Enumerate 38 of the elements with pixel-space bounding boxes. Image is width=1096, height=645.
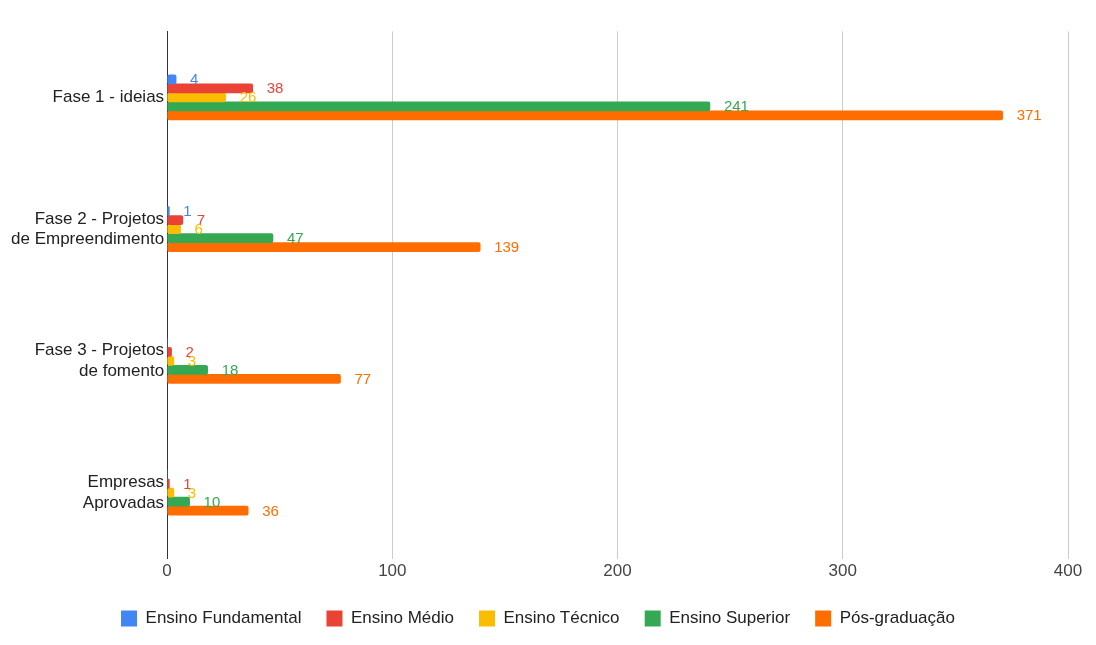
data-label: 139 [494, 238, 520, 256]
data-label: 38 [266, 79, 284, 97]
bar [167, 92, 226, 103]
y-tick-label: Fase 3 - Projetos de fomento [34, 340, 165, 380]
bar [167, 233, 274, 243]
bar [167, 215, 184, 225]
x-tick-label: 300 [828, 561, 857, 581]
x-tick-label: 100 [378, 561, 407, 581]
data-label: 77 [354, 370, 372, 388]
x-tick-label: 400 [1053, 561, 1083, 581]
bar [167, 374, 341, 384]
bar [167, 110, 1004, 121]
legend-label: Ensino Superior [669, 608, 791, 628]
data-label: 10 [203, 492, 221, 510]
y-tick-label: Empresas Aprovadas [82, 472, 165, 512]
bar [167, 101, 711, 112]
data-label: 1 [183, 202, 192, 220]
bar [167, 242, 481, 252]
bar [167, 224, 181, 234]
bar [167, 505, 249, 516]
legend-label: Ensino Técnico [503, 608, 620, 628]
legend-label: Pós-graduação [839, 608, 955, 628]
legend-label: Ensino Médio [350, 608, 454, 628]
bar [167, 83, 254, 94]
data-label: 26 [239, 88, 257, 106]
data-label: 4 [190, 70, 199, 88]
data-label: 36 [262, 501, 279, 519]
bar [167, 496, 190, 507]
x-tick-label: 0 [162, 561, 172, 581]
data-label: 47 [286, 229, 304, 247]
y-tick-label: Fase 1 - ideias [52, 86, 165, 106]
data-label: 371 [1016, 106, 1042, 124]
y-tick-label: Fase 2 - Projetos de Empreendimento [11, 208, 165, 248]
x-tick-label: 200 [603, 561, 632, 581]
data-label: 18 [221, 361, 239, 379]
data-label: 241 [723, 97, 749, 115]
legend-label: Ensino Fundamental [145, 608, 302, 628]
bar [167, 365, 208, 375]
